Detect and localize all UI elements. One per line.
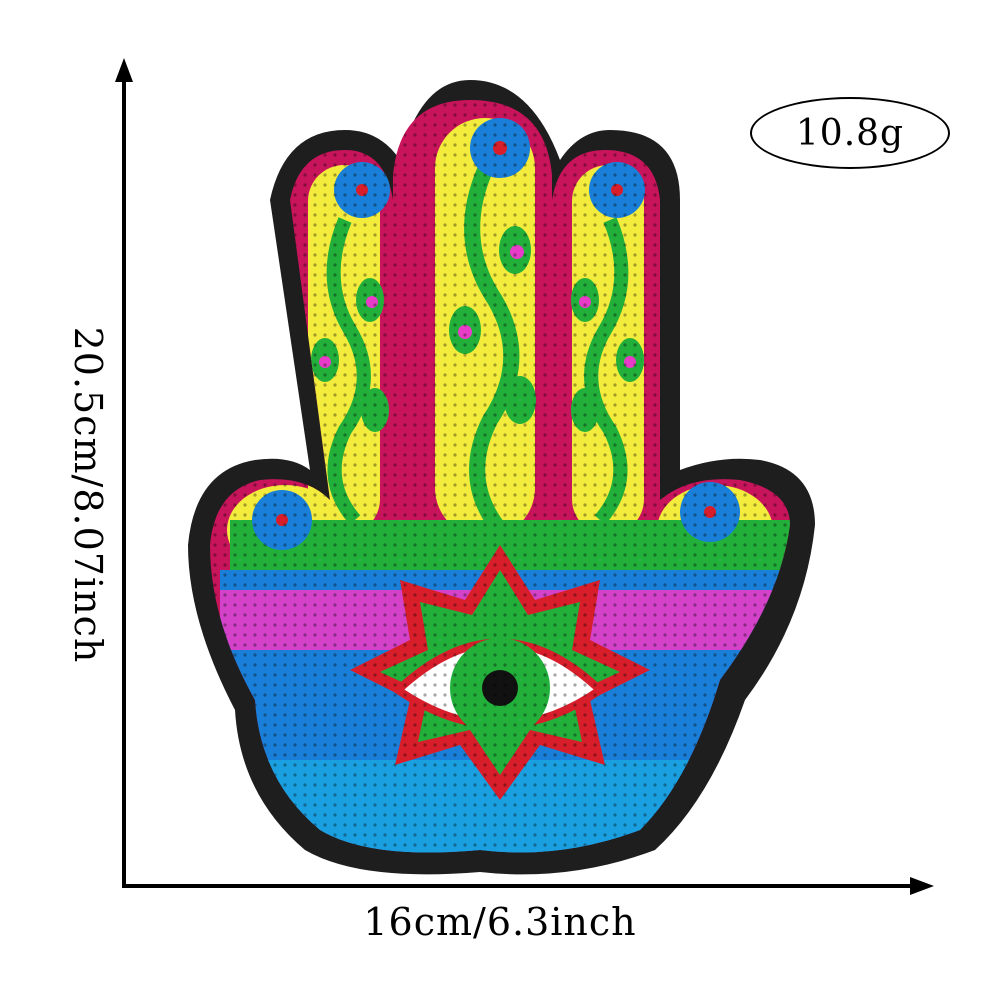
height-label: 20.5cm/8.07inch xyxy=(66,326,110,664)
arrow-right-icon xyxy=(910,877,934,895)
weight-badge: 10.8g xyxy=(750,97,950,169)
width-label: 16cm/6.3inch xyxy=(363,900,637,944)
weight-label: 10.8g xyxy=(795,112,905,154)
arrow-up-icon xyxy=(115,58,133,82)
